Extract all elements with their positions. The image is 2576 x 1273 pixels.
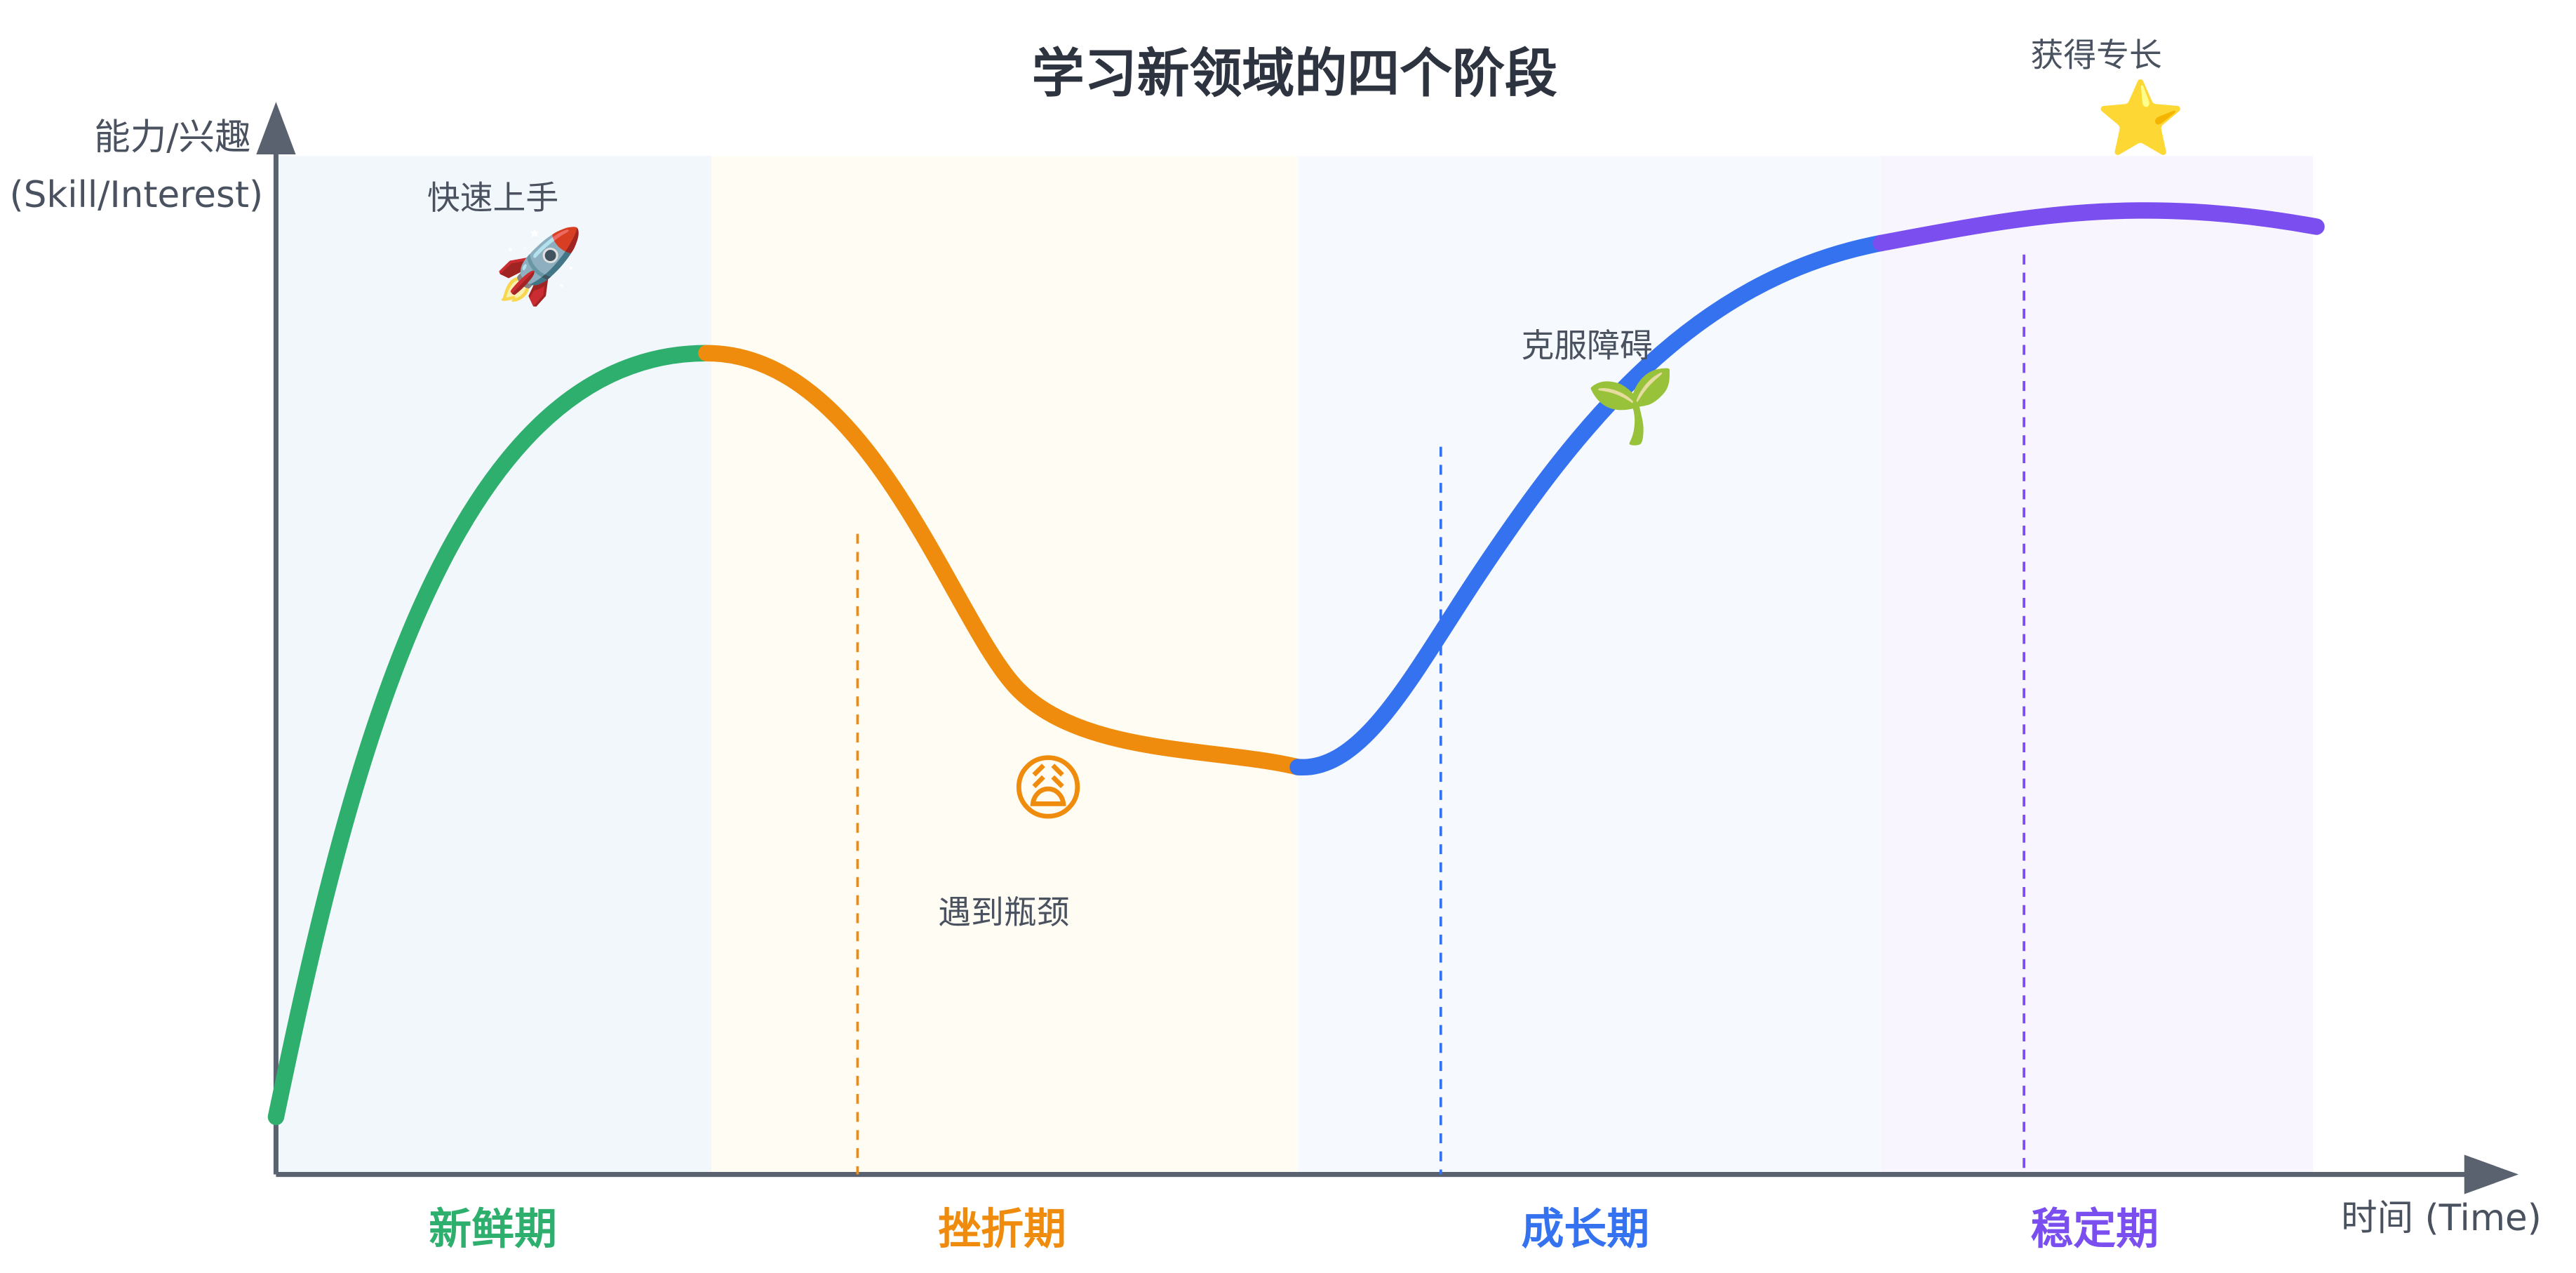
emoji: 😩 <box>1010 747 1085 831</box>
stage-name: 新鲜期 <box>429 1204 557 1254</box>
annotation: 遇到瓶颈 <box>938 894 1069 932</box>
emoji: 🚀 <box>494 225 584 309</box>
stage-band <box>1881 156 2314 1175</box>
y-axis-label: (Skill/Interest) <box>10 174 264 216</box>
x-axis-label: 时间 (Time) <box>2341 1197 2542 1239</box>
title: 学习新领域的四个阶段 <box>1032 43 1557 105</box>
stage-band <box>1298 156 1881 1175</box>
annotation: 克服障碍 <box>1522 328 1653 366</box>
stage-curve <box>267 345 715 1126</box>
stage-curve <box>1289 234 1890 775</box>
emoji: ⭐ <box>2095 76 2185 161</box>
annotation: 获得专长 <box>2031 36 2162 74</box>
y-axis-label: 能力/兴趣 <box>94 116 250 159</box>
stage-curve <box>1872 202 2325 252</box>
stage-name: 稳定期 <box>2031 1204 2159 1254</box>
annotation: 快速上手 <box>427 180 558 218</box>
emoji: 🌱 <box>1586 364 1676 448</box>
stage-name: 成长期 <box>1522 1204 1650 1254</box>
y-axis-arrow <box>256 102 296 155</box>
stage-name: 挫折期 <box>938 1204 1066 1254</box>
stage-curve <box>698 345 1306 775</box>
x-axis-arrow <box>2464 1154 2519 1194</box>
stage-band <box>276 156 712 1175</box>
